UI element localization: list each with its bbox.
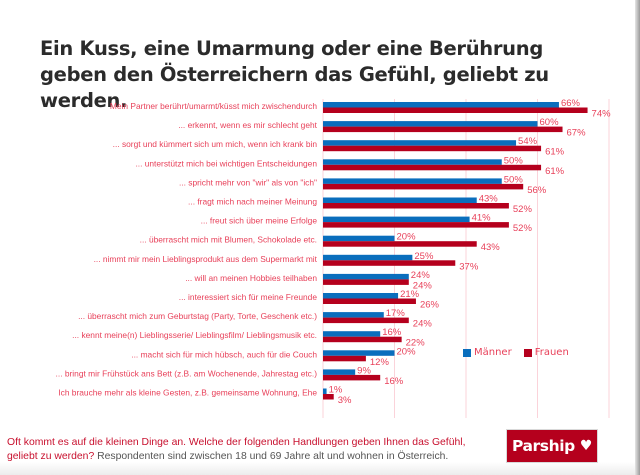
category-label: ... freut sich über meine Erfolge: [201, 216, 318, 226]
category-label: ... macht sich für mich hübsch, auch für…: [131, 349, 317, 359]
bar-maenner: [323, 273, 409, 280]
category-label: ... unterstützt mich bei wichtigen Entsc…: [135, 158, 317, 168]
legend-label-frauen: Frauen: [534, 347, 569, 358]
bar-maenner: [323, 216, 470, 223]
bar-maenner: [323, 254, 413, 261]
value-label-frauen: 3%: [338, 395, 352, 406]
legend-swatch-maenner: [463, 348, 471, 357]
bar-maenner: [323, 369, 356, 375]
value-label-maenner: 43%: [479, 194, 499, 205]
category-label: ... fragt mich nach meiner Meinung: [188, 197, 317, 207]
value-label-frauen: 74%: [592, 109, 612, 120]
bar-frauen: [323, 241, 477, 247]
bar-frauen: [323, 336, 402, 343]
category-label: ... überrascht mich zum Geburtstag (Part…: [78, 311, 317, 321]
category-label: ... spricht mehr von "wir" als von "ich": [179, 177, 317, 187]
bar-frauen: [323, 279, 409, 285]
bar-frauen: [323, 107, 588, 113]
bar-maenner: [323, 102, 559, 108]
legend-label-maenner: Männer: [474, 347, 512, 358]
value-label-maenner: 24%: [411, 270, 431, 281]
category-label: ... überrascht mich mit Blumen, Schokola…: [140, 235, 317, 245]
heart-icon: ♥: [579, 438, 593, 454]
value-label-maenner: 20%: [397, 346, 417, 357]
category-label: Ich brauche mehr als kleine Gesten, z.B.…: [58, 388, 317, 398]
bottom-shade: [0, 462, 635, 475]
value-label-frauen: 26%: [420, 300, 440, 311]
value-label-maenner: 20%: [397, 232, 417, 243]
bar-maenner: [323, 331, 381, 337]
value-label-frauen: 12%: [370, 357, 390, 368]
bar-frauen: [323, 164, 542, 171]
value-label-maenner: 50%: [504, 174, 524, 185]
bar-frauen: [323, 374, 381, 381]
value-label-frauen: 24%: [413, 280, 433, 291]
bar-frauen: [323, 126, 563, 133]
value-label-maenner: 60%: [540, 117, 560, 128]
bar-frauen: [323, 317, 409, 324]
value-label-frauen: 52%: [513, 223, 533, 234]
bar-maenner: [323, 350, 395, 356]
value-label-frauen: 61%: [545, 147, 565, 158]
bar-frauen: [323, 260, 456, 266]
value-label-frauen: 52%: [513, 204, 533, 215]
category-label: Mein Partner berührt/umarmt/küsst mich z…: [110, 101, 317, 111]
value-label-maenner: 54%: [518, 136, 538, 147]
bar-maenner: [323, 140, 517, 146]
value-label-frauen: 24%: [413, 319, 433, 330]
brand-name: Parship: [511, 437, 575, 455]
bar-frauen: [323, 394, 334, 400]
bar-frauen: [323, 145, 542, 152]
bar-frauen: [323, 222, 509, 228]
value-label-maenner: 66%: [561, 98, 581, 109]
category-label: ... nimmt mir mein Lieblingsprodukt aus …: [94, 254, 318, 264]
category-label: ... sorgt und kümmert sich um mich, wenn…: [113, 139, 318, 149]
bar-maenner: [323, 235, 395, 242]
legend: Männer Frauen: [463, 347, 581, 358]
value-label-frauen: 67%: [567, 128, 587, 139]
category-label: ... erkennt, wenn es mir schlecht geht: [178, 120, 317, 130]
category-label: ... will an meinen Hobbies teilhaben: [185, 273, 317, 283]
category-label: ... interessiert sich für meine Freunde: [179, 292, 318, 302]
value-label-frauen: 16%: [384, 376, 404, 387]
value-label-frauen: 56%: [527, 185, 547, 196]
bar-maenner: [323, 121, 538, 127]
survey-question: Oft kommt es auf die kleinen Dinge an. W…: [7, 437, 466, 462]
value-label-frauen: 37%: [459, 261, 479, 272]
survey-note: Respondenten sind zwischen 18 und 69 Jah…: [94, 451, 449, 462]
chart-title: Ein Kuss, eine Umarmung oder eine Berühr…: [40, 37, 549, 112]
bar-maenner: [323, 293, 399, 299]
bar-maenner: [323, 178, 502, 184]
value-label-maenner: 41%: [472, 213, 492, 224]
value-label-maenner: 17%: [386, 308, 406, 319]
bar-maenner: [323, 312, 384, 318]
category-label: ... kennt meine(n) Lieblingsserie/ Liebl…: [72, 330, 317, 340]
value-label-maenner: 25%: [414, 251, 434, 262]
legend-item-maenner: Männer: [463, 347, 512, 358]
bar-frauen: [323, 355, 366, 362]
value-label-maenner: 1%: [329, 385, 343, 396]
category-label: ... bringt mir Frühstück ans Bett (z.B. …: [56, 368, 318, 378]
bar-maenner: [323, 388, 327, 394]
value-label-maenner: 16%: [382, 327, 402, 338]
value-label-frauen: 61%: [545, 166, 565, 177]
value-label-frauen: 22%: [406, 338, 426, 349]
value-label-maenner: 9%: [357, 365, 371, 376]
bar-frauen: [323, 203, 509, 209]
footer-caption: Oft kommt es auf die kleinen Dinge an. W…: [7, 436, 497, 464]
bar-maenner: [323, 159, 502, 165]
value-label-frauen: 43%: [481, 242, 501, 253]
legend-item-frauen: Frauen: [523, 347, 569, 358]
window-edge: [635, 0, 640, 475]
bar-frauen: [323, 183, 524, 190]
value-label-maenner: 50%: [504, 155, 524, 166]
value-label-maenner: 21%: [400, 289, 420, 300]
legend-swatch-frauen: [523, 348, 532, 357]
parship-logo: Parship ♥: [507, 430, 597, 462]
bar-maenner: [323, 197, 477, 203]
bar-frauen: [323, 298, 416, 304]
